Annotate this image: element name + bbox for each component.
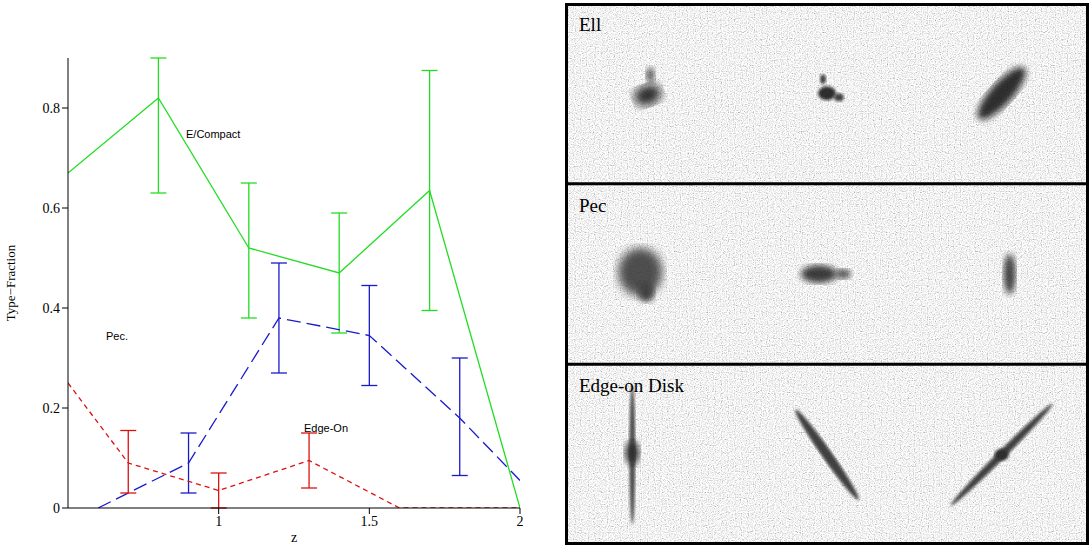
- svg-text:Pec: Pec: [579, 195, 606, 216]
- html-text:E/Compact: E/Compact: [186, 128, 241, 140]
- svg-text:0: 0: [53, 501, 60, 516]
- svg-text:Edge-on Disk: Edge-on Disk: [579, 375, 685, 396]
- svg-text:0.6: 0.6: [43, 201, 61, 216]
- html-text:Pec.: Pec.: [106, 330, 128, 342]
- svg-text:0.4: 0.4: [43, 301, 61, 316]
- svg-text:z: z: [291, 530, 297, 545]
- svg-text:1: 1: [215, 514, 222, 529]
- svg-text:Ell: Ell: [579, 14, 601, 35]
- html-text:Edge-On: Edge-On: [304, 422, 348, 434]
- svg-text:0.8: 0.8: [43, 101, 61, 116]
- svg-text:2: 2: [517, 514, 524, 529]
- svg-text:0.2: 0.2: [43, 401, 61, 416]
- svg-text:Type−Fraction: Type−Fraction: [3, 244, 18, 321]
- svg-text:1.5: 1.5: [361, 514, 379, 529]
